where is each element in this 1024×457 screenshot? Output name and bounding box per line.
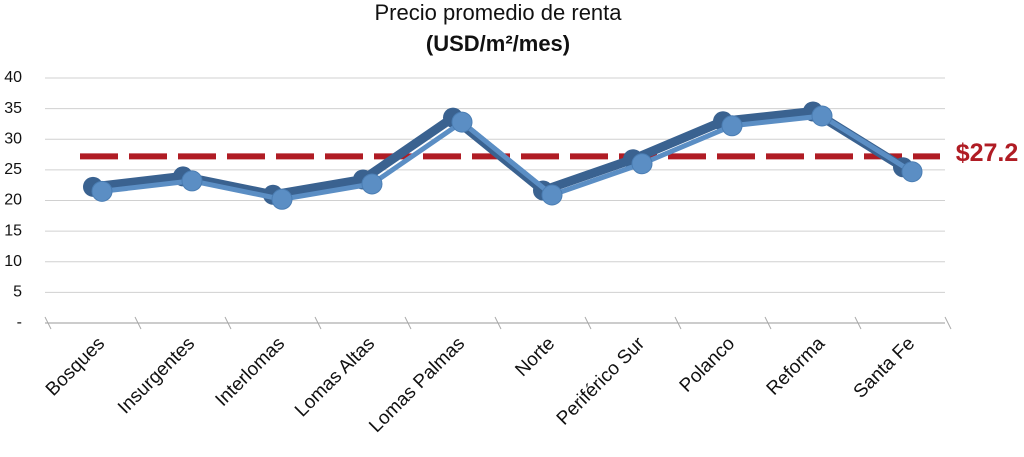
point: [181, 170, 203, 192]
x-tick: [224, 316, 232, 330]
y-tick-label: 20: [4, 192, 22, 209]
x-tick: [494, 316, 502, 330]
y-tick-label: 10: [4, 253, 22, 270]
x-tick: [404, 316, 412, 330]
x-tick-label: Insurgentes: [114, 333, 199, 418]
y-tick-label: 15: [4, 222, 22, 239]
x-tick-label: Polanco: [676, 333, 739, 396]
x-tick: [44, 316, 52, 330]
y-tick-label: 5: [13, 284, 22, 301]
x-tick-label: Periférico Sur: [553, 333, 650, 430]
y-tick-label: 25: [4, 161, 22, 178]
x-tick-label: Norte: [511, 333, 559, 381]
point: [541, 184, 563, 206]
reference-label: $27.2: [956, 139, 1019, 167]
x-tick: [584, 316, 592, 330]
x-tick: [134, 316, 142, 330]
y-tick-label: 35: [4, 100, 22, 117]
y-tick-label: -: [17, 314, 22, 331]
y-tick-label: 30: [4, 130, 22, 147]
x-tick-label: Interlomas: [212, 333, 290, 411]
chart-subtitle: (USD/m²/mes): [426, 31, 570, 56]
x-tick-label: Bosques: [42, 333, 109, 400]
x-tick-label: Lomas Altas: [291, 333, 379, 421]
point: [811, 105, 833, 127]
point: [631, 153, 653, 175]
y-tick-label: 40: [4, 69, 22, 86]
x-tick-label: Santa Fe: [850, 333, 919, 402]
x-tick: [764, 316, 772, 330]
x-tick: [854, 316, 862, 330]
point: [271, 188, 293, 210]
x-tick: [314, 316, 322, 330]
x-tick: [674, 316, 682, 330]
x-tick-label: Lomas Palmas: [365, 333, 469, 437]
x-tick-label: Reforma: [763, 333, 830, 400]
point: [91, 180, 113, 202]
chart-title: Precio promedio de renta: [374, 0, 622, 25]
point: [361, 173, 383, 195]
point: [451, 111, 473, 133]
x-tick: [944, 316, 952, 330]
line: [101, 113, 914, 202]
point: [901, 161, 923, 183]
point: [721, 115, 743, 137]
